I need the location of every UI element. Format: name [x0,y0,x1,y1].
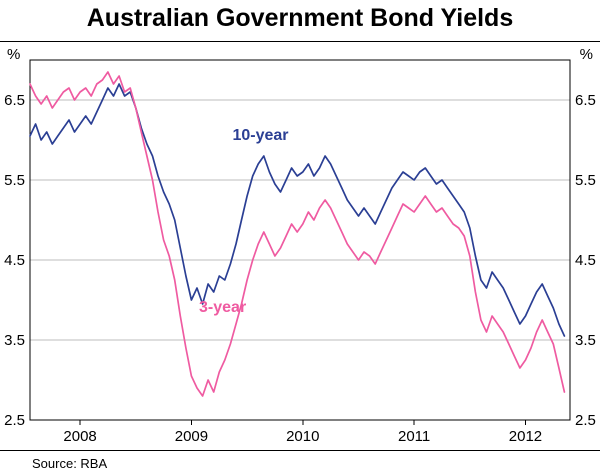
series-line-10-year [29,83,566,337]
x-axis-label: 2012 [509,428,542,445]
y-axis-unit-left: % [7,46,21,63]
y-axis-label-right: 6.5 [575,92,596,109]
x-axis-label: 2009 [175,428,208,445]
y-axis-label-right: 3.5 [575,332,596,349]
x-axis-label: 2010 [286,428,319,445]
y-axis-label-left: 2.5 [4,412,25,429]
x-axis-label: 2008 [63,428,96,445]
y-axis-label-right: 5.5 [575,172,596,189]
y-axis-label-left: 6.5 [4,92,25,109]
y-axis-label-left: 4.5 [4,252,25,269]
y-axis-label-left: 5.5 [4,172,25,189]
y-axis-label-right: 2.5 [575,412,596,429]
y-axis-unit-right: % [579,46,593,63]
y-axis-label-left: 3.5 [4,332,25,349]
y-axis-label-right: 4.5 [575,252,596,269]
source-note: Source: RBA [32,456,108,471]
series-label-3-year: 3-year [199,299,246,316]
series-label-10-year: 10-year [232,127,288,144]
page-title: Australian Government Bond Yields [86,4,514,32]
series-line-3-year [29,71,566,397]
x-axis-label: 2011 [398,428,430,445]
footer-divider [0,450,600,451]
plot-border [29,59,571,421]
title-divider [0,41,600,42]
